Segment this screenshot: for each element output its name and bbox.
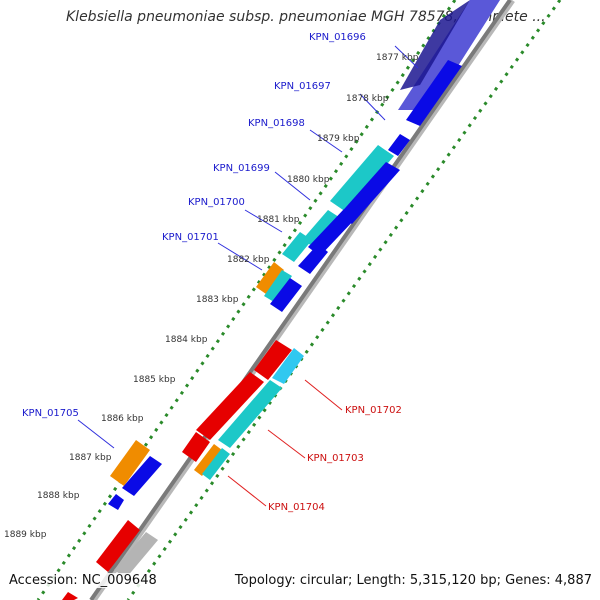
gene-label-kpn-01697[interactable]: KPN_01697 <box>274 81 331 92</box>
tick-labels: 1877 kbp 1878 kbp 1879 kbp 1880 kbp 1881… <box>4 53 419 540</box>
feature-blue-cds-1[interactable] <box>270 278 302 312</box>
outer-tick-ring <box>36 0 457 600</box>
reverse-label-leaders <box>227 379 343 507</box>
feature-kpn-01696[interactable] <box>398 0 500 110</box>
tick-label: 1884 kbp <box>165 335 208 345</box>
tick-label: 1878 kbp <box>346 94 389 104</box>
feature-kpn-01705-cds[interactable] <box>122 456 162 496</box>
feature-kpn-01705[interactable] <box>110 440 150 486</box>
feature-kpn-01702[interactable] <box>254 340 292 380</box>
gene-label-kpn-01703[interactable]: KPN_01703 <box>307 453 364 464</box>
feature-gray-pseudo[interactable] <box>114 532 158 578</box>
feature-orange-rna-1[interactable] <box>256 262 284 294</box>
genome-summary: Topology: circular; Length: 5,315,120 bp… <box>234 573 592 588</box>
gene-label-kpn-01704[interactable]: KPN_01704 <box>268 502 325 513</box>
feature-kpn-01702-rna[interactable] <box>272 348 304 384</box>
gene-label-kpn-01696[interactable]: KPN_01696 <box>309 32 366 43</box>
feature-kpn-01698[interactable] <box>388 134 410 156</box>
feature-kpn-01697[interactable] <box>406 60 462 126</box>
feature-kpn-01704-orange[interactable] <box>194 444 222 476</box>
reverse-features <box>62 340 304 600</box>
tick-label: 1879 kbp <box>317 134 360 144</box>
feature-kpn-01703-rna[interactable] <box>218 380 282 448</box>
genome-backbone <box>89 0 512 600</box>
feature-kpn-01704-cyan[interactable] <box>202 448 230 480</box>
feature-red-lower[interactable] <box>96 520 140 572</box>
accession-label: Accession: NC_009648 <box>9 573 157 588</box>
forward-gene-labels: KPN_01696 KPN_01697 KPN_01698 KPN_01699 … <box>22 32 366 419</box>
feature-cyan-rna-1[interactable] <box>264 270 292 302</box>
feature-red-edge[interactable] <box>62 592 78 600</box>
forward-features <box>108 0 500 510</box>
tick-label: 1882 kbp <box>227 255 270 265</box>
tick-label: 1883 kbp <box>196 295 239 305</box>
feature-kpn-01704[interactable] <box>182 432 210 462</box>
inner-tick-ring <box>126 0 562 600</box>
feature-kpn-01703[interactable] <box>196 372 264 440</box>
gene-label-kpn-01700[interactable]: KPN_01700 <box>188 197 245 208</box>
feature-kpn-01699[interactable] <box>330 145 394 212</box>
gene-label-kpn-01701[interactable]: KPN_01701 <box>162 232 219 243</box>
forward-label-leaders <box>77 45 419 449</box>
feature-kpn-01700[interactable] <box>302 210 342 248</box>
tick-label: 1889 kbp <box>4 530 47 540</box>
tick-label: 1886 kbp <box>101 414 144 424</box>
feature-kpn-01701[interactable] <box>282 232 312 262</box>
reverse-gene-labels: KPN_01702 KPN_01703 KPN_01704 <box>268 405 402 513</box>
gene-label-kpn-01699[interactable]: KPN_01699 <box>213 163 270 174</box>
gene-label-kpn-01698[interactable]: KPN_01698 <box>248 118 305 129</box>
tick-label: 1887 kbp <box>69 453 112 463</box>
feature-kpn-01699-cds[interactable] <box>338 162 400 224</box>
genome-title: Klebsiella pneumoniae subsp. pneumoniae … <box>66 9 546 25</box>
gene-label-kpn-01702[interactable]: KPN_01702 <box>345 405 402 416</box>
tick-label: 1877 kbp <box>376 53 419 63</box>
feature-kpn-01701-cds[interactable] <box>298 244 328 274</box>
tick-label: 1880 kbp <box>287 175 330 185</box>
tick-label: 1881 kbp <box>257 215 300 225</box>
gene-label-kpn-01705[interactable]: KPN_01705 <box>22 408 79 419</box>
tick-label: 1888 kbp <box>37 491 80 501</box>
tick-label: 1885 kbp <box>133 375 176 385</box>
feature-kpn-01700-cds[interactable] <box>308 209 356 256</box>
feature-blue-cds-small[interactable] <box>108 494 124 510</box>
